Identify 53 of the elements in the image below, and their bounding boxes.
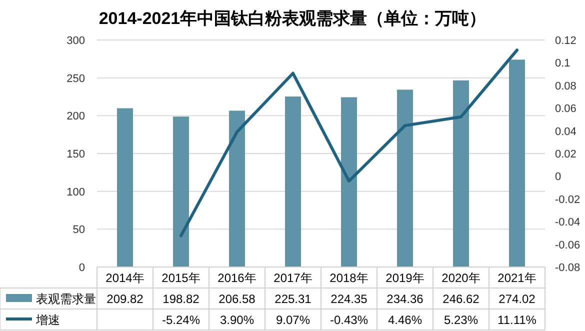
- chart-title: 2014-2021年中国钛白粉表观需求量（单位：万吨）: [98, 9, 486, 28]
- y2-tick-label: 0.1: [555, 58, 570, 70]
- y-tick-label: 300: [66, 35, 85, 47]
- y2-tick-label: 0.02: [555, 148, 576, 160]
- legend-label: 增速: [35, 313, 60, 327]
- y2-tick-label: -0.06: [555, 239, 580, 252]
- data-label: 206.58: [218, 292, 256, 306]
- y-tick-label: 50: [72, 224, 85, 236]
- y2-tick-label: 0.08: [555, 80, 576, 92]
- x-tick-label: 2016年: [218, 271, 256, 285]
- y-tick-label: 0: [78, 262, 85, 274]
- bar: [397, 90, 413, 267]
- y2-tick-label: 0.06: [555, 103, 576, 116]
- data-label: 198.82: [162, 292, 200, 306]
- data-label: 224.35: [330, 292, 368, 306]
- y-tick-label: 250: [66, 72, 85, 85]
- x-tick-label: 2019年: [386, 271, 424, 285]
- y-tick-label: 150: [66, 148, 85, 160]
- data-label: 209.82: [106, 292, 144, 306]
- bar: [453, 80, 469, 267]
- y2-tick-label: -0.08: [555, 262, 580, 274]
- y2-tick-label: 0.04: [555, 126, 576, 138]
- data-label: -0.43%: [330, 313, 368, 327]
- data-label: 4.46%: [388, 313, 422, 327]
- data-label: 225.31: [274, 292, 312, 306]
- data-label: 274.02: [498, 292, 536, 306]
- bar: [173, 116, 189, 267]
- data-label: 234.36: [386, 292, 424, 306]
- x-tick-label: 2020年: [442, 271, 480, 285]
- y2-tick-label: -0.02: [555, 194, 580, 206]
- data-label: 9.07%: [276, 313, 310, 327]
- x-tick-label: 2015年: [162, 271, 200, 285]
- data-label: 246.62: [442, 292, 480, 306]
- data-label: 11.11%: [498, 313, 537, 327]
- bar: [117, 108, 133, 267]
- data-label: 3.90%: [220, 313, 254, 327]
- y-tick-label: 100: [66, 186, 85, 198]
- y2-tick-label: 0: [555, 171, 562, 184]
- x-tick-label: 2014年: [106, 271, 144, 285]
- data-label: 5.23%: [444, 313, 478, 327]
- bar: [509, 60, 525, 267]
- y2-tick-label: -0.04: [555, 216, 580, 229]
- data-label: -5.24%: [162, 313, 200, 327]
- bar: [285, 96, 301, 267]
- x-tick-label: 2017年: [274, 271, 312, 285]
- line-series: [180, 48, 518, 238]
- bar: [341, 97, 357, 267]
- y-tick-label: 200: [66, 110, 85, 123]
- legend-label: 表观需求量: [36, 292, 96, 306]
- y2-tick-label: 0.12: [555, 35, 576, 47]
- x-tick-label: 2021年: [498, 271, 536, 285]
- bar: [229, 110, 245, 267]
- x-tick-label: 2018年: [330, 271, 368, 285]
